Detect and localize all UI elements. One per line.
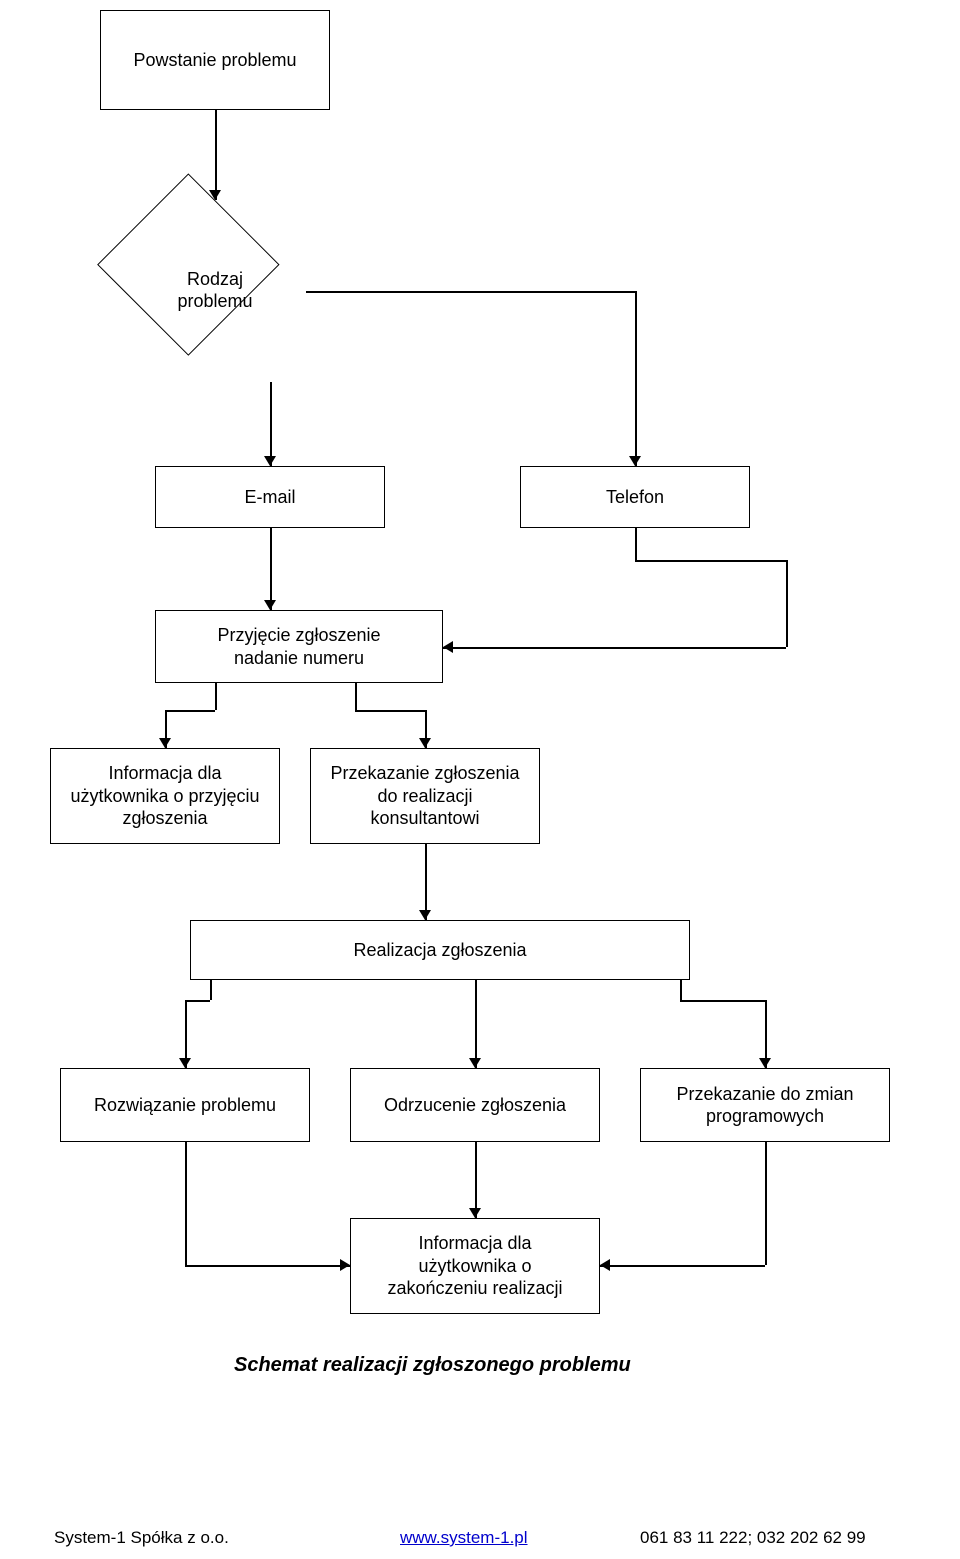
edge-segment: [270, 528, 272, 610]
arrowhead: [419, 738, 431, 748]
footer-company: System-1 Spółka z o.o.: [54, 1528, 229, 1548]
process-n10: Odrzucenie zgłoszenia: [350, 1068, 600, 1142]
diagram-caption: Schemat realizacji zgłoszonego problemu: [234, 1354, 631, 1377]
flowchart-canvas: Powstanie problemu Rodzaj problemu E-mail T…: [0, 0, 960, 1559]
arrowhead: [159, 738, 171, 748]
process-n5: Przyjęcie zgłoszenie nadanie numeru: [155, 610, 443, 683]
edge-segment: [765, 1142, 767, 1265]
process-n12: Informacja dla użytkownika o zakończeniu…: [350, 1218, 600, 1314]
edge-segment: [425, 844, 427, 920]
arrowhead: [179, 1058, 191, 1068]
edge-segment: [786, 560, 788, 647]
edge-segment: [185, 1142, 187, 1265]
arrowhead: [759, 1058, 771, 1068]
edge-segment: [635, 291, 637, 466]
process-n1: Powstanie problemu: [100, 10, 330, 110]
process-n6: Informacja dla użytkownika o przyjęciu z…: [50, 748, 280, 844]
edge-segment: [680, 980, 682, 1000]
edge-segment: [443, 647, 786, 649]
edge-segment: [355, 710, 425, 712]
decision-n2: Rodzaj problemu: [124, 200, 306, 382]
process-n4: Telefon: [520, 466, 750, 528]
edge-segment: [680, 1000, 765, 1002]
edge-segment: [185, 1265, 350, 1267]
arrowhead: [629, 456, 641, 466]
edge-segment: [185, 1000, 210, 1002]
arrowhead: [264, 600, 276, 610]
edge-segment: [306, 291, 635, 293]
process-n3: E-mail: [155, 466, 385, 528]
edge-segment: [475, 980, 477, 1068]
arrowhead: [209, 190, 221, 200]
edge-segment: [475, 1142, 477, 1218]
process-n9: Rozwiązanie problemu: [60, 1068, 310, 1142]
arrowhead: [419, 910, 431, 920]
footer-phone: 061 83 11 222; 032 202 62 99: [640, 1528, 866, 1548]
edge-segment: [635, 560, 786, 562]
process-n11: Przekazanie do zmian programowych: [640, 1068, 890, 1142]
edge-segment: [635, 528, 637, 560]
arrowhead: [469, 1058, 481, 1068]
edge-segment: [355, 683, 357, 710]
node-label: Rodzaj problemu: [124, 200, 306, 382]
arrowhead: [443, 641, 453, 653]
edge-segment: [210, 980, 212, 1000]
process-n7: Przekazanie zgłoszenia do realizacji kon…: [310, 748, 540, 844]
edge-segment: [215, 110, 217, 200]
edge-segment: [600, 1265, 765, 1267]
arrowhead: [469, 1208, 481, 1218]
arrowhead: [600, 1259, 610, 1271]
edge-segment: [270, 382, 272, 466]
arrowhead: [340, 1259, 350, 1271]
process-n8: Realizacja zgłoszenia: [190, 920, 690, 980]
footer-link[interactable]: www.system-1.pl: [400, 1528, 528, 1548]
edge-segment: [165, 710, 215, 712]
arrowhead: [264, 456, 276, 466]
edge-segment: [215, 683, 217, 710]
